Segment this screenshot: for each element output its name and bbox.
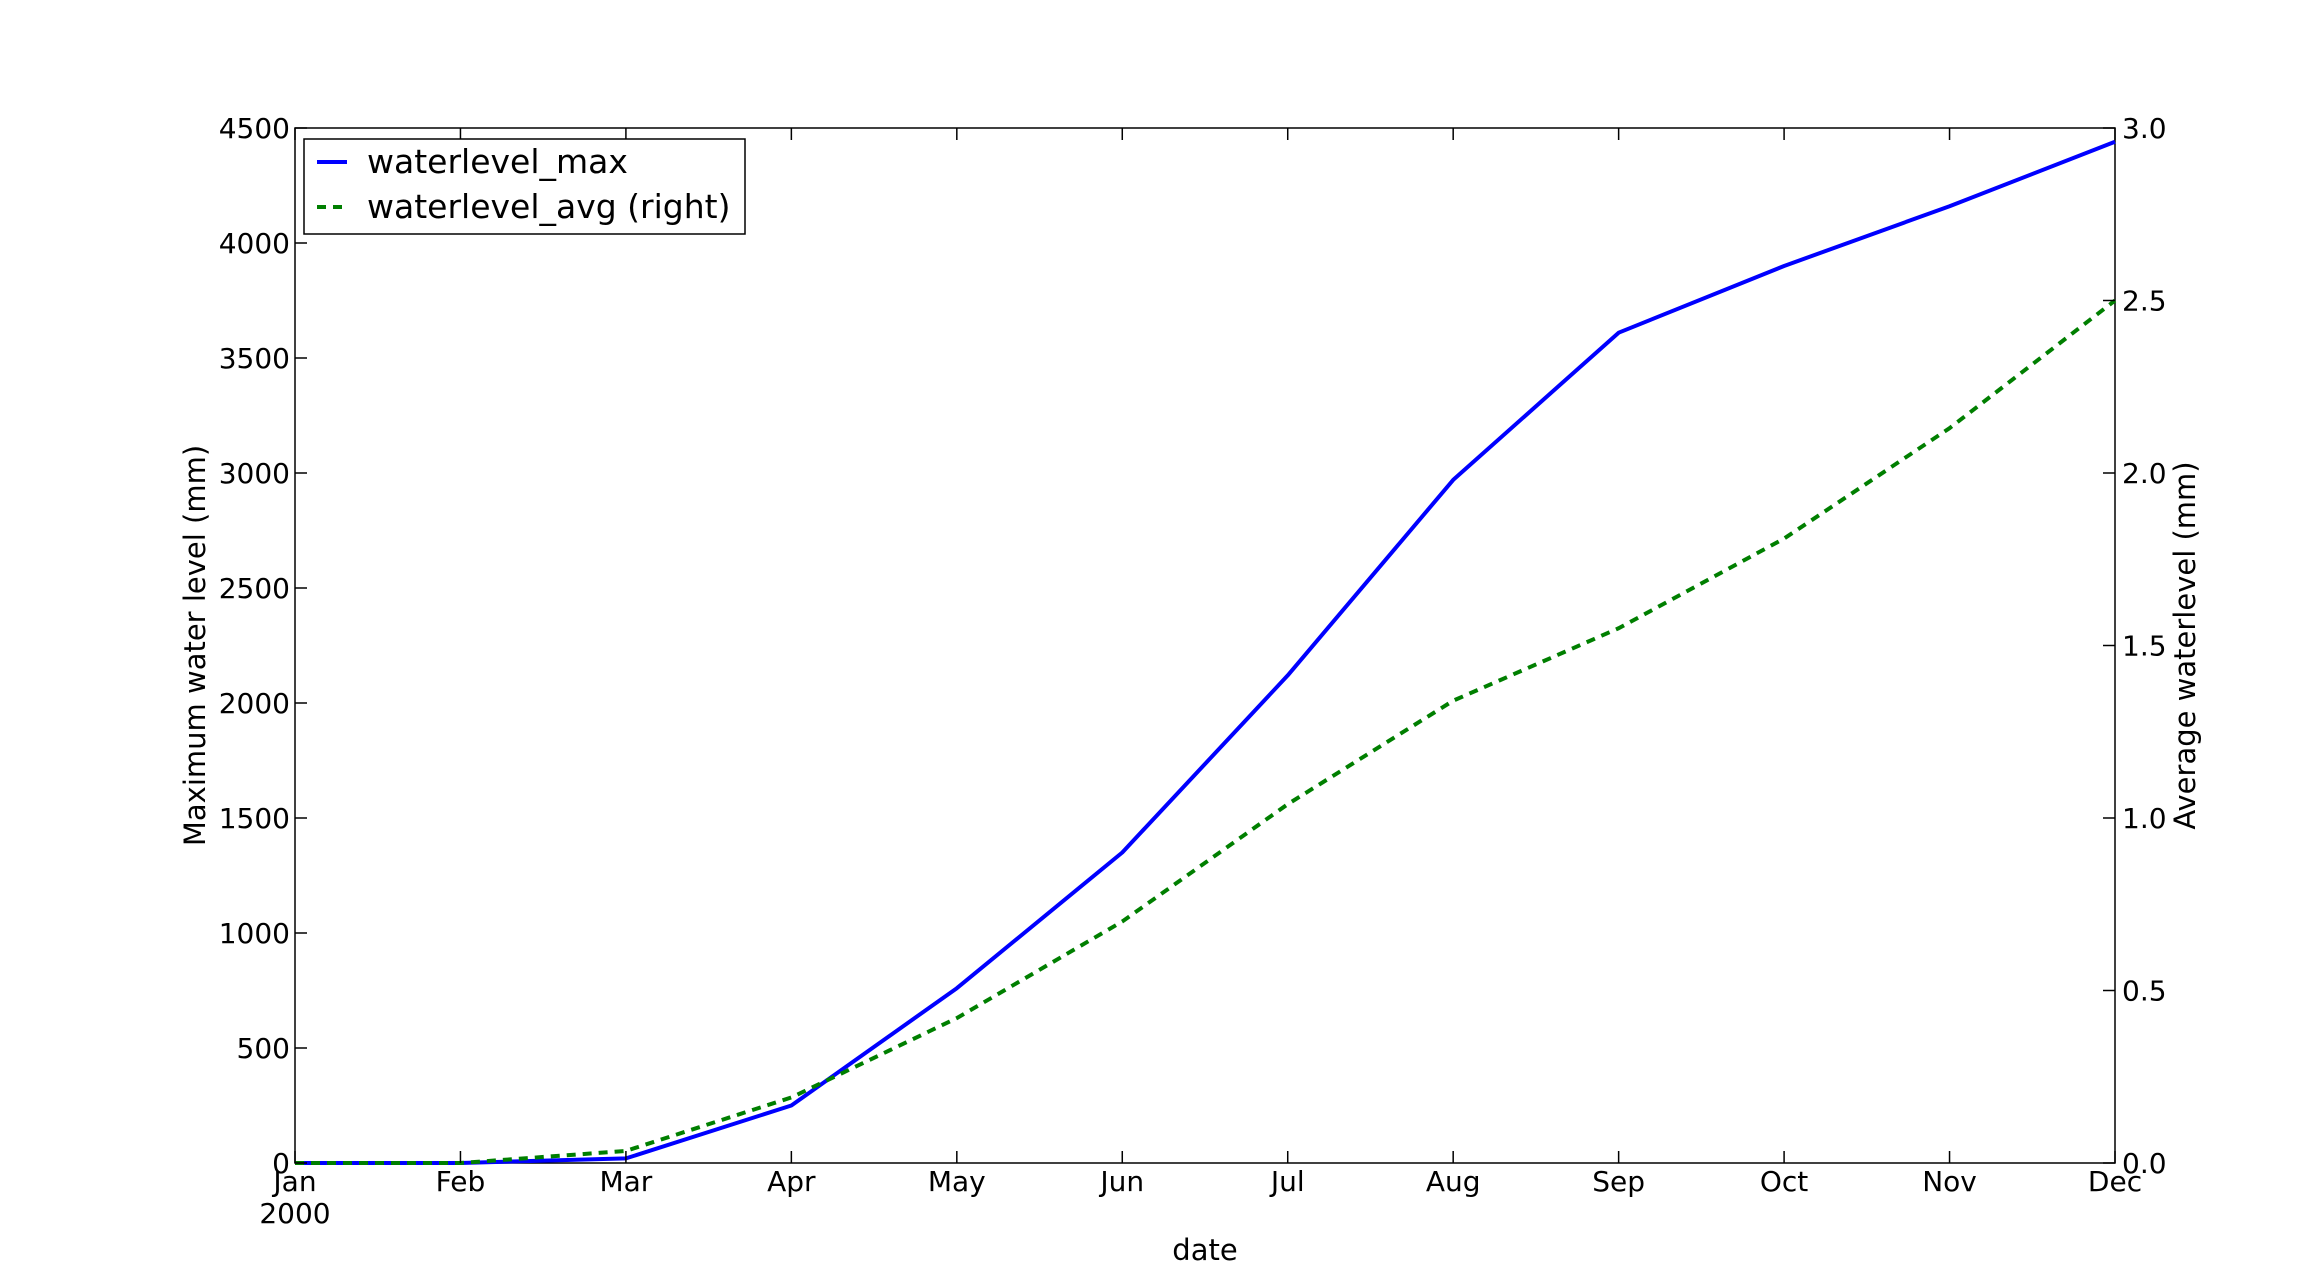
x-tick-label: May [928, 1165, 986, 1198]
y-left-tick-label: 0 [272, 1147, 290, 1180]
x-tick-label: Apr [767, 1165, 816, 1198]
left-y-axis: 0 500 1000 1500 2000 2500 3000 3500 4000 4500 [219, 112, 307, 1180]
y-left-tick-label: 2000 [219, 687, 290, 720]
y-right-tick-label: 0.5 [2122, 975, 2167, 1008]
legend-label-waterlevel-max: waterlevel_max [367, 142, 628, 181]
y-left-tick-label: 2500 [219, 572, 290, 605]
x-tick-label: Jan [271, 1165, 316, 1198]
series-layer [295, 139, 2117, 1165]
x-tick-label: Dec [2088, 1165, 2142, 1198]
y-axis-left-title: Maximum water level (mm) [178, 445, 212, 846]
y-axis-right-title: Average waterlevel (mm) [2168, 461, 2202, 829]
x-tick-label: Feb [436, 1165, 486, 1198]
y-right-tick-label: 1.5 [2122, 630, 2167, 663]
x-tick-label: Nov [1922, 1165, 1977, 1198]
series-line-waterlevel-avg-right [295, 298, 2117, 1165]
y-left-tick-label: 4500 [219, 112, 290, 145]
y-left-tick-label: 1000 [219, 917, 290, 950]
y-right-tick-label: 2.5 [2122, 285, 2167, 318]
y-right-tick-label: 2.0 [2122, 457, 2167, 490]
legend-label-waterlevel-avg: waterlevel_avg (right) [367, 187, 730, 226]
y-right-tick-label: 0.0 [2122, 1147, 2167, 1180]
right-y-axis: 0.0 0.5 1.0 1.5 2.0 2.5 3.0 [2103, 112, 2167, 1180]
x-tick-label: Oct [1760, 1165, 1808, 1198]
y-left-tick-label: 4000 [219, 227, 290, 260]
x-tick-label: Jul [1269, 1165, 1305, 1198]
x-axis: Jan Feb Mar Apr May Jun Jul Aug Sep Oct Nov Dec [271, 128, 2142, 1198]
legend-box [303, 138, 746, 235]
y-left-tick-label: 1500 [219, 802, 290, 835]
y-left-tick-label: 500 [237, 1032, 290, 1065]
x-year-label: 2000 [259, 1197, 330, 1230]
x-axis-title: date [1172, 1233, 1237, 1267]
x-tick-label: Aug [1426, 1165, 1481, 1198]
legend: waterlevel_max waterlevel_avg (right) [303, 138, 746, 235]
y-left-tick-label: 3000 [219, 457, 290, 490]
y-right-tick-label: 3.0 [2122, 112, 2167, 145]
y-right-tick-label: 1.0 [2122, 802, 2167, 835]
series-line-waterlevel-max [295, 139, 2116, 1165]
x-tick-label: Mar [599, 1165, 652, 1198]
y-left-tick-label: 3500 [219, 342, 290, 375]
x-tick-label: Jun [1098, 1165, 1144, 1198]
x-tick-label: Sep [1592, 1165, 1645, 1198]
